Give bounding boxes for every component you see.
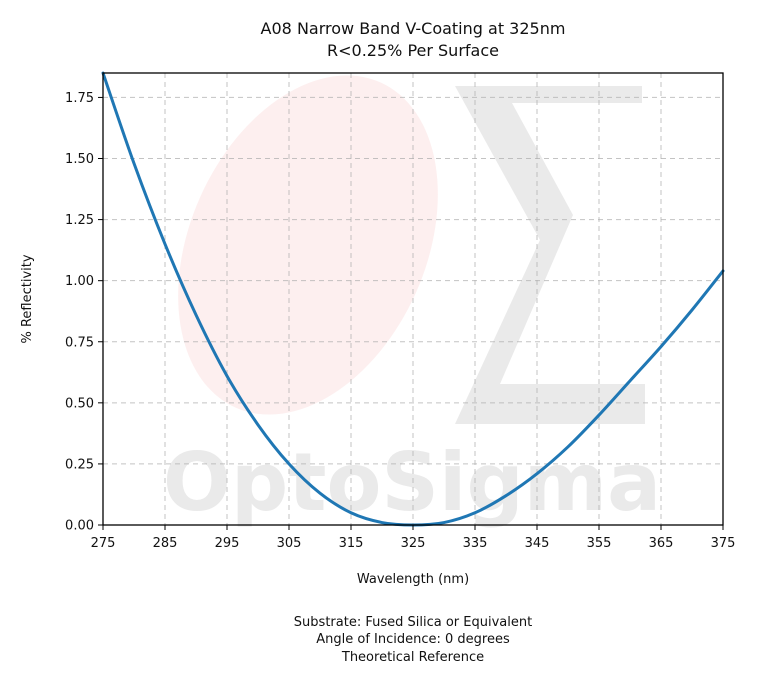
x-tick-label: 295 xyxy=(215,536,240,551)
x-tick-label: 355 xyxy=(587,536,612,551)
x-tick-label: 365 xyxy=(649,536,674,551)
y-tick-label: 1.75 xyxy=(65,91,94,106)
x-tick-label: 285 xyxy=(153,536,178,551)
footer-angle: Angle of Incidence: 0 degrees xyxy=(316,632,510,647)
x-tick-label: 305 xyxy=(277,536,302,551)
y-tick-label: 1.50 xyxy=(65,152,94,167)
watermark-sigma-shape xyxy=(455,86,645,424)
y-tick-label: 1.00 xyxy=(65,274,94,289)
chart-subtitle: R<0.25% Per Surface xyxy=(327,41,499,60)
chart-title: A08 Narrow Band V-Coating at 325nm xyxy=(261,19,566,38)
y-tick-label: 1.25 xyxy=(65,213,94,228)
watermark-text: OptoSigma xyxy=(163,436,661,529)
x-axis-ticks: 275 285 295 305 315 325 335 345 355 365 375 xyxy=(91,525,736,551)
x-tick-label: 375 xyxy=(711,536,736,551)
y-tick-label: 0.50 xyxy=(65,396,94,411)
x-tick-label: 315 xyxy=(339,536,364,551)
y-tick-label: 0.00 xyxy=(65,519,94,534)
y-tick-label: 0.25 xyxy=(65,457,94,472)
y-tick-label: 0.75 xyxy=(65,335,94,350)
y-axis-label: % Reflectivity xyxy=(20,254,35,343)
footer-reference: Theoretical Reference xyxy=(341,650,484,665)
x-tick-label: 345 xyxy=(525,536,550,551)
x-tick-label: 325 xyxy=(401,536,426,551)
y-axis-ticks: 0.00 0.25 0.50 0.75 1.00 1.25 1.50 1.75 xyxy=(65,91,103,534)
x-tick-label: 275 xyxy=(91,536,116,551)
x-tick-label: 335 xyxy=(463,536,488,551)
watermark-ellipse-shape xyxy=(178,75,438,415)
watermark: OptoSigma xyxy=(163,75,661,529)
x-axis-label: Wavelength (nm) xyxy=(357,572,469,587)
grid xyxy=(102,73,724,526)
footer-substrate: Substrate: Fused Silica or Equivalent xyxy=(294,615,532,630)
